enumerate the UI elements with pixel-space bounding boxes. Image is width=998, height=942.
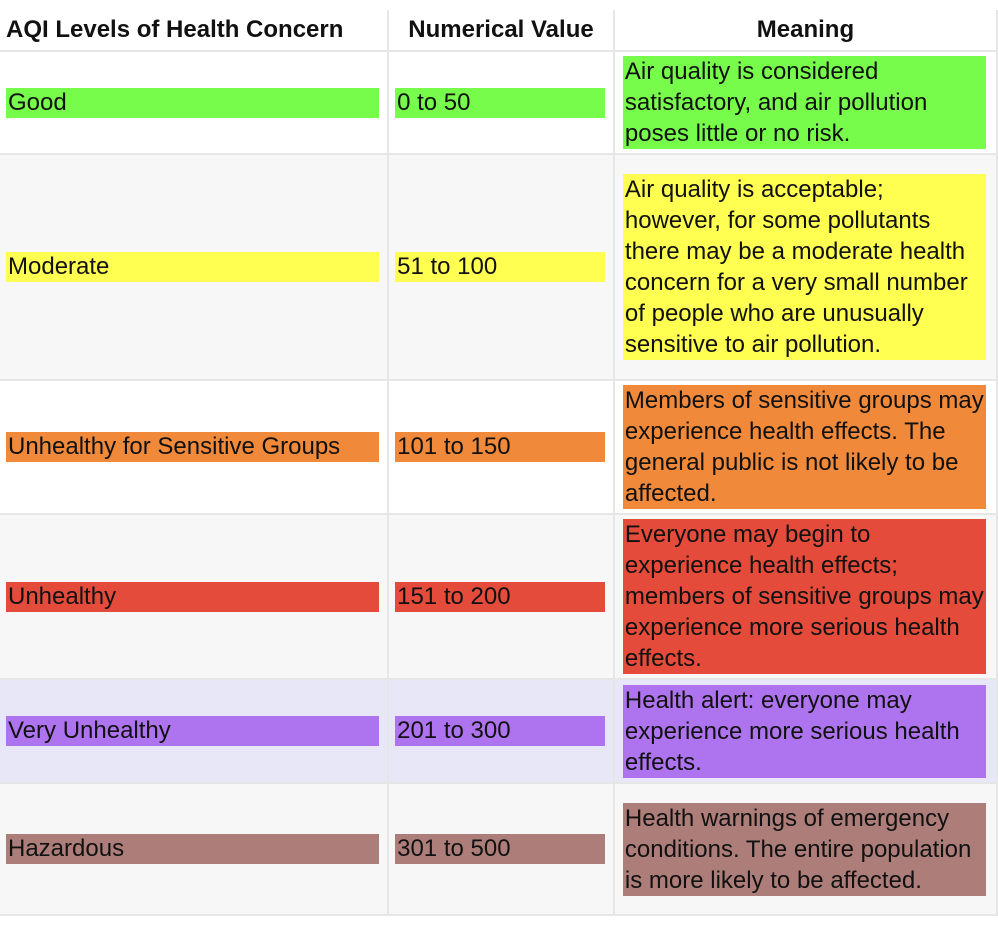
table-row: Moderate 51 to 100 Air quality is accept…	[0, 155, 998, 381]
value-cell: 151 to 200	[389, 515, 615, 680]
meaning-cell: Members of sensitive groups may experien…	[614, 381, 998, 515]
value-cell: 301 to 500	[389, 784, 615, 916]
meaning-cell: Health warnings of emergency conditions.…	[614, 784, 998, 916]
meaning-text: Everyone may begin to experience health …	[622, 519, 986, 674]
header-value: Numerical Value	[389, 10, 615, 52]
table-row: Good 0 to 50 Air quality is considered s…	[0, 52, 998, 155]
meaning-cell: Air quality is acceptable; however, for …	[614, 155, 998, 381]
value-label: 51 to 100	[395, 252, 605, 282]
level-label: Unhealthy	[6, 581, 380, 612]
meaning-cell: Everyone may begin to experience health …	[614, 515, 998, 680]
value-label: 201 to 300	[395, 716, 605, 746]
meaning-cell: Health alert: everyone may experience mo…	[614, 680, 998, 784]
aqi-table: AQI Levels of Health Concern Numerical V…	[0, 10, 998, 916]
header-meaning: Meaning	[614, 10, 998, 52]
meaning-cell: Air quality is considered satisfactory, …	[614, 52, 998, 155]
level-label: Moderate	[6, 252, 380, 282]
level-label: Very Unhealthy	[6, 716, 380, 746]
value-cell: 51 to 100	[389, 155, 615, 381]
table-row: Very Unhealthy 201 to 300 Health alert: …	[0, 680, 998, 784]
value-label: 101 to 150	[395, 432, 605, 462]
table-row: Unhealthy for Sensitive Groups 101 to 15…	[0, 381, 998, 515]
meaning-text: Health alert: everyone may experience mo…	[622, 684, 986, 778]
meaning-text: Air quality is considered satisfactory, …	[622, 56, 986, 149]
level-cell: Hazardous	[0, 784, 390, 916]
level-label: Hazardous	[6, 834, 380, 864]
value-cell: 201 to 300	[389, 680, 615, 784]
level-cell: Good	[0, 52, 390, 155]
table-row: Unhealthy 151 to 200 Everyone may begin …	[0, 515, 998, 680]
meaning-text: Members of sensitive groups may experien…	[622, 385, 986, 509]
meaning-text: Health warnings of emergency conditions.…	[622, 802, 986, 896]
level-cell: Very Unhealthy	[0, 680, 390, 784]
level-label: Unhealthy for Sensitive Groups	[6, 432, 380, 462]
level-label: Good	[6, 87, 380, 118]
header-level: AQI Levels of Health Concern	[0, 10, 390, 52]
header-row: AQI Levels of Health Concern Numerical V…	[0, 10, 998, 52]
value-label: 301 to 500	[395, 834, 605, 864]
level-cell: Unhealthy for Sensitive Groups	[0, 381, 390, 515]
value-label: 151 to 200	[395, 581, 605, 612]
level-cell: Moderate	[0, 155, 390, 381]
value-label: 0 to 50	[395, 87, 605, 118]
level-cell: Unhealthy	[0, 515, 390, 680]
meaning-text: Air quality is acceptable; however, for …	[622, 174, 986, 360]
value-cell: 101 to 150	[389, 381, 615, 515]
table-row: Hazardous 301 to 500 Health warnings of …	[0, 784, 998, 916]
value-cell: 0 to 50	[389, 52, 615, 155]
